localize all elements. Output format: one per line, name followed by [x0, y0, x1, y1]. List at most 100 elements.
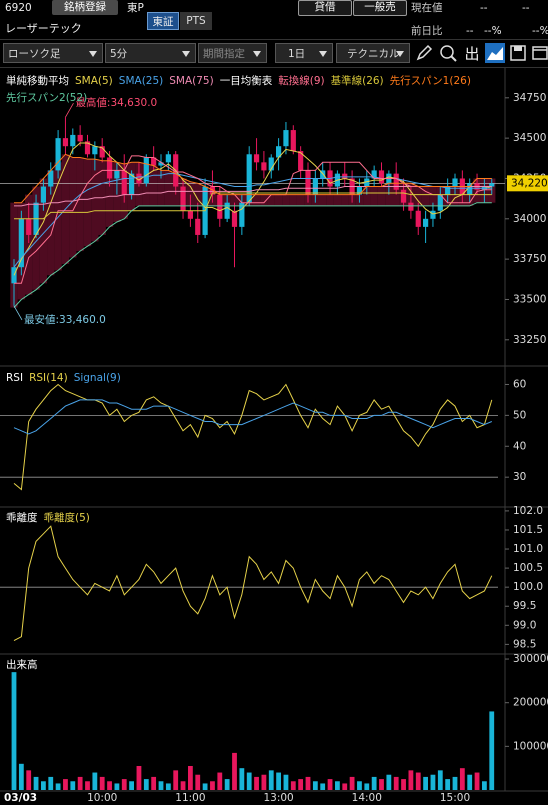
- exchange-tab[interactable]: 東証: [147, 12, 179, 30]
- legend-item: Signal(9): [74, 372, 121, 384]
- volume-bar: [41, 781, 46, 790]
- cloud-strip: [260, 194, 268, 206]
- candle-body: [408, 202, 414, 211]
- window-icon[interactable]: [530, 43, 548, 63]
- candle-body: [224, 202, 230, 219]
- margin-button[interactable]: 一般売: [353, 0, 407, 16]
- candle-body: [356, 186, 363, 195]
- volume-bar: [232, 752, 237, 790]
- y-tick-label: 100.0: [513, 581, 543, 593]
- candle-body: [70, 134, 76, 147]
- candle-body: [48, 170, 54, 187]
- candle-body: [452, 178, 458, 187]
- change-pct: --%: [532, 25, 548, 37]
- y-tick-label: 34500: [513, 132, 546, 144]
- candle-body: [209, 186, 216, 195]
- exchange-tab[interactable]: PTS: [180, 12, 212, 30]
- candle-body: [158, 162, 164, 166]
- legend-item: RSI: [6, 372, 23, 384]
- candle-body: [312, 178, 318, 195]
- volume-bar: [107, 781, 112, 790]
- cloud-strip: [341, 194, 349, 206]
- x-tick-label: 10:00: [87, 792, 117, 804]
- volume-bar: [415, 772, 421, 790]
- y-tick-label: 102.0: [513, 505, 543, 517]
- candle-body: [305, 170, 311, 195]
- y-tick-label: 33500: [513, 293, 546, 305]
- candle-body: [283, 130, 289, 147]
- legend-item: SMA(75): [169, 75, 213, 87]
- y-tick-label: 98.5: [513, 638, 536, 650]
- volume-bar: [371, 776, 377, 790]
- y-tick-label: 200000: [513, 697, 548, 709]
- volume-bar: [195, 774, 201, 790]
- cloud-strip: [429, 186, 437, 206]
- candle-body: [62, 138, 69, 147]
- candle-body: [239, 202, 245, 227]
- candle-body: [231, 210, 238, 227]
- cloud-strip: [377, 186, 386, 206]
- volume-bar: [283, 774, 289, 790]
- divider: [0, 67, 548, 68]
- change-label: 前日比: [411, 25, 443, 37]
- divider: [0, 39, 548, 40]
- chart-type-select[interactable]: ローソク足: [3, 43, 103, 63]
- technical-button[interactable]: テクニカル: [336, 43, 410, 63]
- chart-icon[interactable]: [485, 43, 505, 63]
- volume-bar: [342, 783, 348, 790]
- volume-bar: [99, 776, 105, 790]
- indicator-line: [13, 202, 492, 308]
- volume-bar: [129, 781, 134, 790]
- candle-body: [393, 173, 399, 190]
- cloud-strip: [451, 186, 459, 206]
- candle-body: [84, 141, 91, 155]
- volume-bar: [430, 774, 436, 790]
- volume-bar: [452, 776, 458, 790]
- volume-bar: [320, 783, 326, 790]
- cloud-strip: [83, 159, 92, 247]
- y-tick-label: 101.5: [513, 524, 543, 536]
- cloud-strip: [274, 194, 283, 206]
- annotation: 最高値:34,630.0: [75, 96, 157, 109]
- candle-body: [180, 186, 186, 211]
- volume-bar: [48, 776, 54, 790]
- volume-bar: [246, 772, 252, 790]
- candle-body: [437, 194, 443, 211]
- x-tick-label: 14:00: [352, 792, 382, 804]
- register-button[interactable]: 銘柄登録: [52, 0, 118, 15]
- y-tick-label: 300000: [513, 653, 548, 665]
- save-icon[interactable]: [508, 43, 528, 63]
- volume-bar: [489, 711, 495, 790]
- indicator-line: [14, 153, 492, 204]
- candle-body: [298, 151, 304, 171]
- volume-bar: [55, 783, 61, 790]
- candle-body: [261, 162, 267, 171]
- candle-body: [195, 218, 201, 235]
- cloud-strip: [252, 194, 261, 206]
- margin-button[interactable]: 貸借: [298, 0, 352, 16]
- volume-bar: [70, 781, 76, 790]
- y-tick-label: 40: [513, 440, 526, 452]
- cloud-strip: [296, 194, 305, 206]
- cloud-strip: [333, 194, 342, 206]
- cloud-strip: [69, 157, 77, 258]
- volume-bar: [459, 768, 465, 790]
- volume-icon[interactable]: 出: [464, 45, 480, 63]
- interval-select[interactable]: 5分: [105, 43, 196, 63]
- draw-icon[interactable]: [414, 43, 434, 63]
- zoom-icon[interactable]: [438, 43, 458, 63]
- period-select[interactable]: 期間指定: [198, 43, 267, 63]
- volume-bar: [335, 781, 340, 790]
- cloud-strip: [289, 194, 297, 206]
- volume-bar: [210, 781, 215, 790]
- span-select[interactable]: 1日: [275, 43, 333, 63]
- legend-item: 単純移動平均: [6, 74, 69, 87]
- volume-bar: [474, 772, 480, 790]
- candle-body: [276, 146, 282, 158]
- legend-item: 一目均衡表: [220, 74, 273, 87]
- cloud-strip: [47, 170, 55, 276]
- volume-bar: [268, 770, 274, 790]
- change: --: [466, 25, 474, 37]
- current-price-label: 34,220: [511, 177, 548, 189]
- candle-body: [415, 210, 421, 227]
